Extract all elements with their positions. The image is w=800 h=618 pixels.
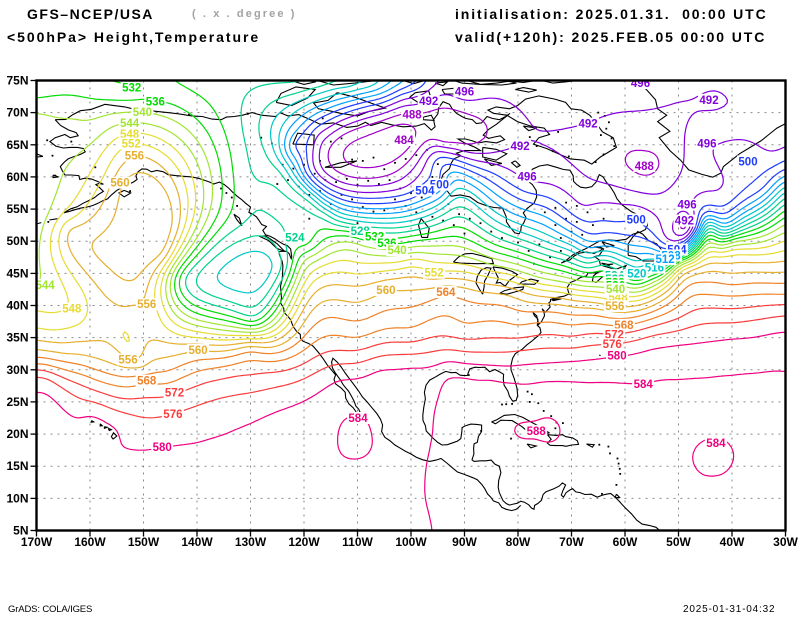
svg-text:496: 496 xyxy=(678,200,697,212)
svg-text:492: 492 xyxy=(579,119,598,131)
svg-text:492: 492 xyxy=(699,95,718,107)
svg-text:150W: 150W xyxy=(128,535,160,549)
svg-text:540: 540 xyxy=(606,284,625,296)
svg-text:40W: 40W xyxy=(720,535,745,549)
svg-text:556: 556 xyxy=(137,299,156,311)
svg-text:140W: 140W xyxy=(181,535,213,549)
svg-text:568: 568 xyxy=(137,376,157,388)
svg-text:10N: 10N xyxy=(6,491,28,505)
svg-text:576: 576 xyxy=(163,409,182,421)
svg-text:50W: 50W xyxy=(666,535,691,549)
svg-text:60W: 60W xyxy=(613,535,638,549)
svg-text:70N: 70N xyxy=(6,106,28,120)
svg-text:160W: 160W xyxy=(74,535,106,549)
svg-text:576: 576 xyxy=(603,339,622,351)
svg-text:580: 580 xyxy=(607,351,626,363)
svg-text:524: 524 xyxy=(285,232,305,244)
svg-text:488: 488 xyxy=(635,161,655,173)
svg-text:564: 564 xyxy=(436,287,456,299)
svg-text:544: 544 xyxy=(120,118,140,130)
svg-text:540: 540 xyxy=(133,107,152,119)
svg-text:40N: 40N xyxy=(6,299,28,313)
svg-text:15N: 15N xyxy=(6,459,28,473)
svg-text:110W: 110W xyxy=(342,535,373,549)
svg-text:536: 536 xyxy=(146,97,165,109)
svg-text:492: 492 xyxy=(419,96,438,108)
svg-text:584: 584 xyxy=(634,379,654,391)
svg-text:30N: 30N xyxy=(6,363,28,377)
svg-text:548: 548 xyxy=(62,304,82,316)
svg-text:100W: 100W xyxy=(395,535,427,549)
svg-text:588: 588 xyxy=(527,426,547,438)
svg-text:90W: 90W xyxy=(452,535,477,549)
svg-text:492: 492 xyxy=(675,216,694,228)
svg-text:50N: 50N xyxy=(6,234,28,248)
svg-text:70W: 70W xyxy=(559,535,584,549)
svg-text:544: 544 xyxy=(36,280,56,292)
svg-text:580: 580 xyxy=(153,442,172,454)
svg-text:556: 556 xyxy=(605,301,624,313)
svg-text:572: 572 xyxy=(165,387,184,399)
svg-text:584: 584 xyxy=(706,438,726,450)
svg-text:80W: 80W xyxy=(506,535,531,549)
svg-text:516: 516 xyxy=(645,263,664,275)
svg-text:496: 496 xyxy=(518,171,537,183)
svg-text:496: 496 xyxy=(697,139,716,151)
svg-text:556: 556 xyxy=(125,151,144,163)
svg-text:130W: 130W xyxy=(235,535,267,549)
svg-text:45N: 45N xyxy=(6,266,28,280)
svg-text:65N: 65N xyxy=(6,138,28,152)
svg-text:496: 496 xyxy=(455,86,474,98)
svg-text:520: 520 xyxy=(627,268,646,280)
svg-text:5N: 5N xyxy=(13,524,28,538)
svg-text:552: 552 xyxy=(424,268,443,280)
svg-text:560: 560 xyxy=(189,345,208,357)
svg-text:504: 504 xyxy=(415,185,435,197)
svg-text:532: 532 xyxy=(122,83,141,95)
svg-text:30W: 30W xyxy=(773,535,798,549)
svg-text:512: 512 xyxy=(656,254,675,266)
svg-text:496: 496 xyxy=(631,78,650,90)
svg-text:55N: 55N xyxy=(6,202,28,216)
svg-text:170W: 170W xyxy=(21,535,53,549)
svg-text:25N: 25N xyxy=(6,395,28,409)
svg-text:492: 492 xyxy=(511,141,530,153)
svg-text:552: 552 xyxy=(122,139,141,151)
svg-text:120W: 120W xyxy=(288,535,320,549)
svg-text:60N: 60N xyxy=(6,170,28,184)
svg-text:500: 500 xyxy=(627,214,646,226)
svg-text:584: 584 xyxy=(348,413,368,425)
svg-text:540: 540 xyxy=(388,245,407,257)
svg-text:20N: 20N xyxy=(6,427,28,441)
svg-text:75N: 75N xyxy=(6,74,28,88)
svg-text:500: 500 xyxy=(738,157,757,169)
svg-text:560: 560 xyxy=(376,285,395,297)
svg-text:484: 484 xyxy=(394,135,414,147)
svg-text:556: 556 xyxy=(118,355,137,367)
svg-text:35N: 35N xyxy=(6,331,28,345)
svg-text:560: 560 xyxy=(110,178,129,190)
svg-text:488: 488 xyxy=(403,110,423,122)
